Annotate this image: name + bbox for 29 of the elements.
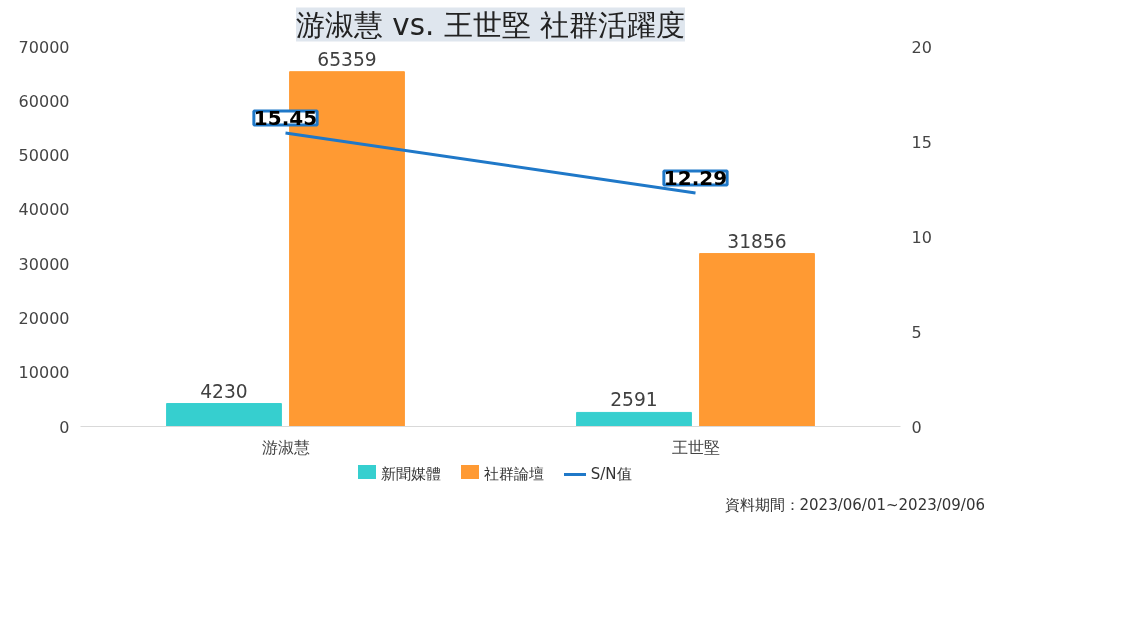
chart-title: 游淑慧 vs. 王世堅 社群活躍度: [296, 7, 685, 42]
y-tick-label: 20000: [18, 308, 70, 328]
data-label: 65359: [317, 48, 377, 70]
legend-label: 社群論壇: [482, 465, 544, 483]
data-label: 4230: [200, 380, 248, 402]
legend-label: S/N值: [589, 465, 632, 483]
y-tick-label: 0: [59, 417, 70, 437]
y-tick-label: 50000: [18, 146, 70, 166]
data-label: 15.45: [253, 105, 318, 130]
bar: [699, 253, 815, 427]
data-label: 2591: [610, 389, 658, 411]
y-tick-label: 40000: [18, 200, 70, 220]
x-tick-label: 王世堅: [671, 437, 720, 457]
y-tick-label: 10000: [18, 363, 70, 383]
bar: [166, 403, 282, 427]
text: 資料期間：2023/06/01~2023/09/06: [724, 495, 985, 517]
y2-tick-label: 5: [911, 322, 922, 342]
legend-label: 新聞媒體: [380, 465, 442, 483]
y-tick-label: 70000: [18, 37, 70, 57]
y-tick-label: 60000: [18, 91, 70, 111]
x-tick-label: 游淑慧: [261, 437, 310, 457]
y2-tick-label: 20: [911, 37, 932, 57]
bar: [576, 411, 692, 427]
data-label: 31856: [727, 230, 787, 252]
y2-tick-label: 0: [911, 417, 922, 437]
y2-tick-label: 15: [911, 132, 932, 152]
data-label: 12.29: [663, 165, 728, 190]
y2-tick-label: 10: [911, 227, 932, 247]
y-tick-label: 30000: [18, 254, 70, 274]
